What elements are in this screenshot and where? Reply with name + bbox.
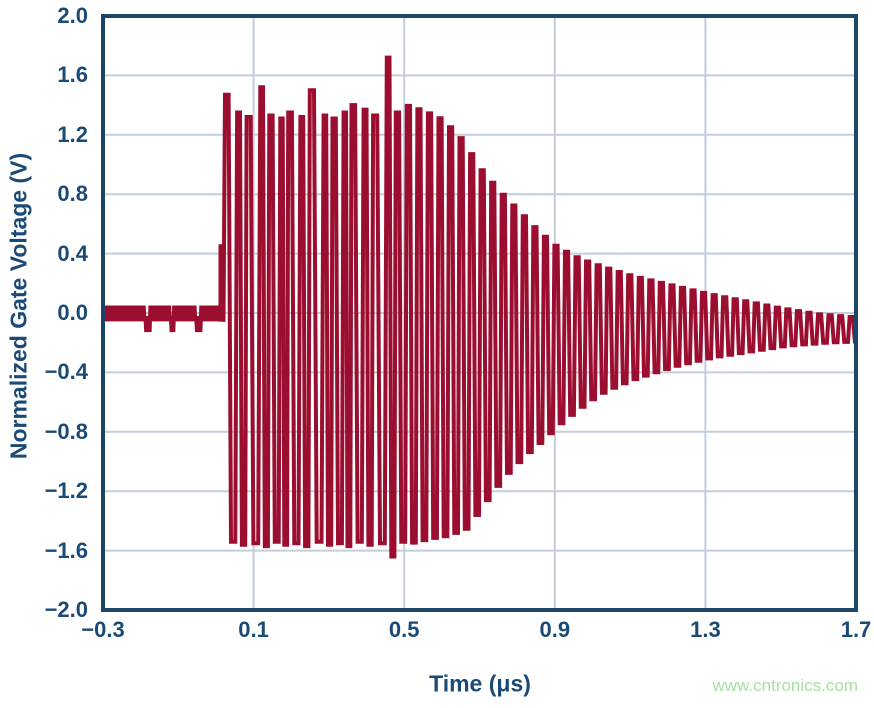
plot-border bbox=[101, 14, 858, 612]
y-tick-label: −2.0 bbox=[44, 597, 88, 622]
y-tick-label: 0.4 bbox=[57, 240, 88, 266]
watermark: www.cntronics.com bbox=[712, 676, 858, 695]
y-tick-label: −0.8 bbox=[44, 418, 88, 444]
y-tick-label: 0.0 bbox=[57, 300, 88, 325]
x-tick-label: 1.3 bbox=[690, 617, 721, 642]
x-tick-label: 0.5 bbox=[388, 617, 420, 642]
x-tick-label: 1.7 bbox=[840, 617, 872, 642]
x-tick-label: 0.1 bbox=[238, 617, 269, 642]
y-tick-label: 2.0 bbox=[57, 3, 88, 28]
y-tick-label: 1.2 bbox=[57, 121, 88, 147]
x-tick-label: −0.3 bbox=[81, 617, 125, 642]
y-tick-label: 1.6 bbox=[57, 62, 88, 88]
y-tick-label: −1.6 bbox=[44, 537, 88, 563]
x-tick-label: 0.9 bbox=[539, 617, 571, 642]
waveform-trace bbox=[103, 55, 856, 559]
y-tick-label: −1.2 bbox=[44, 478, 88, 504]
y-tick-label: −0.4 bbox=[44, 359, 88, 385]
y-tick-label: 0.8 bbox=[57, 181, 88, 207]
y-axis-title: Normalized Gate Voltage (V) bbox=[5, 152, 32, 460]
x-axis-title: Time (μs) bbox=[429, 670, 531, 697]
